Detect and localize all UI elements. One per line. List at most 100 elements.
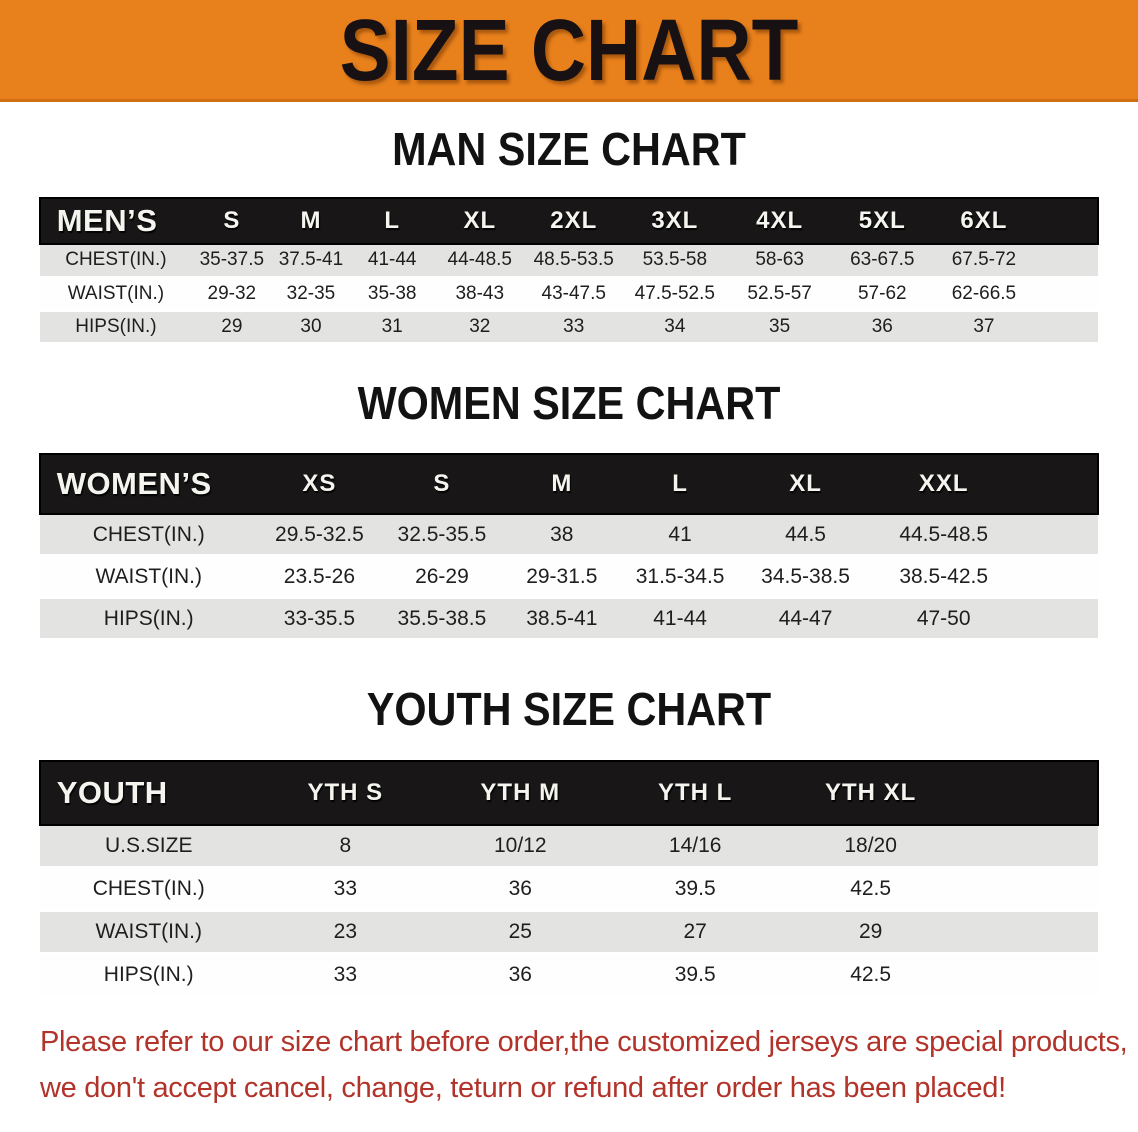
- size-value-cell: 14/16: [668, 833, 722, 857]
- size-value-cell: 36: [871, 315, 893, 337]
- size-value-cell: 35: [769, 315, 791, 337]
- row-filler: [1016, 598, 1099, 640]
- table-row: CHEST(IN.) 33 36 39.5 42.5: [39, 867, 1099, 911]
- table-row: WAIST(IN.) 23.5-26 26-29 29-31.5 31.5-34.5 34…: [39, 555, 1099, 598]
- size-value-cell: 47.5-52.5: [634, 282, 715, 304]
- row-label: CHEST(IN.): [92, 877, 205, 901]
- size-chart-section: WOMEN SIZE CHART WOMEN’S XS S M L XL XXL CHEST…: [0, 345, 1138, 642]
- size-value-cell: 29-32: [207, 282, 257, 304]
- column-header: 5XL: [858, 207, 906, 235]
- page-title: SIZE CHART: [339, 0, 799, 99]
- size-value-cell: 41-44: [653, 606, 707, 630]
- column-header: 4XL: [756, 207, 804, 235]
- column-header: YTH S: [307, 778, 384, 806]
- section-heading-3: YOUTH SIZE CHART: [366, 683, 772, 736]
- size-value-cell: 33: [333, 877, 358, 901]
- row-filler: [1035, 244, 1099, 277]
- size-value-cell: 47-50: [916, 606, 971, 630]
- size-value-cell: 38: [550, 522, 574, 546]
- size-chart-section: MAN SIZE CHART MEN’S S M L XL 2XL 3XL 4XL 5XL 6XL…: [0, 102, 1138, 345]
- size-value-cell: 37.5-41: [278, 249, 344, 271]
- row-label: U.S.SIZE: [104, 833, 193, 857]
- size-value-cell: 10/12: [493, 833, 547, 857]
- size-value-cell: 32: [469, 315, 491, 337]
- size-value-cell: 32-35: [286, 282, 336, 304]
- row-filler: [1035, 277, 1099, 310]
- size-value-cell: 41: [668, 522, 692, 546]
- table-group-label: MEN’S: [56, 203, 158, 239]
- size-value-cell: 23: [333, 920, 358, 944]
- size-value-cell: 29-31.5: [526, 564, 598, 588]
- column-header: YTH M: [480, 778, 561, 806]
- column-header: S: [223, 207, 241, 235]
- size-chart-sections: MAN SIZE CHART MEN’S S M L XL 2XL 3XL 4XL 5XL 6XL…: [0, 102, 1138, 998]
- table-row: WAIST(IN.) 29-32 32-35 35-38 38-43 43-47.5 47.…: [39, 277, 1099, 311]
- table-row: WAIST(IN.) 23 25 27 29: [39, 910, 1099, 954]
- section-heading-1: MAN SIZE CHART: [392, 123, 746, 176]
- size-value-cell: 58-63: [755, 249, 804, 271]
- row-filler: [959, 954, 1099, 997]
- banner: SIZE CHART: [0, 0, 1138, 102]
- table-header-row: YOUTH YTH S YTH M YTH L YTH XL: [39, 760, 1099, 825]
- column-header: XL: [789, 469, 822, 497]
- row-label: HIPS(IN.): [75, 315, 157, 337]
- size-value-cell: 44-47: [778, 606, 833, 630]
- size-value-cell: 57-62: [857, 282, 907, 304]
- row-label: WAIST(IN.): [95, 920, 202, 944]
- column-header: M: [300, 207, 322, 235]
- size-value-cell: 29: [221, 315, 243, 337]
- size-value-cell: 34.5-38.5: [761, 564, 850, 588]
- size-value-cell: 23.5-26: [283, 564, 356, 588]
- size-value-cell: 42.5: [850, 877, 892, 901]
- column-header: 6XL: [960, 207, 1008, 235]
- column-header: XS: [302, 469, 337, 497]
- row-filler: [959, 911, 1099, 954]
- disclaimer: Please refer to our size chart before or…: [40, 1020, 1128, 1112]
- size-value-cell: 18/20: [844, 833, 897, 857]
- row-label: WAIST(IN.): [67, 282, 165, 304]
- size-value-cell: 53.5-58: [642, 249, 708, 271]
- column-header: L: [384, 207, 401, 235]
- table-group-label: YOUTH: [56, 774, 168, 810]
- size-value-cell: 44.5: [785, 522, 826, 546]
- size-value-cell: 62-66.5: [951, 282, 1017, 304]
- row-label: WAIST(IN.): [95, 564, 202, 588]
- size-table: MEN’S S M L XL 2XL 3XL 4XL 5XL 6XL CHEST(IN.) 35-3…: [39, 197, 1100, 345]
- size-value-cell: 33: [563, 315, 585, 337]
- row-filler: [959, 825, 1099, 868]
- row-label: HIPS(IN.): [103, 606, 194, 630]
- row-label: CHEST(IN.): [92, 522, 205, 546]
- column-header: M: [551, 469, 573, 497]
- size-value-cell: 39.5: [674, 963, 716, 987]
- table-row: CHEST(IN.) 35-37.5 37.5-41 41-44 44-48.5 48.5…: [39, 244, 1099, 278]
- table-row: HIPS(IN.) 33 36 39.5 42.5: [39, 953, 1099, 997]
- size-value-cell: 8: [339, 833, 352, 857]
- size-value-cell: 33-35.5: [283, 606, 356, 630]
- section-heading-2: WOMEN SIZE CHART: [357, 377, 781, 430]
- size-value-cell: 29: [858, 920, 883, 944]
- size-value-cell: 27: [683, 920, 707, 944]
- size-value-cell: 25: [508, 920, 532, 944]
- size-value-cell: 63-67.5: [850, 249, 915, 271]
- row-label: CHEST(IN.): [65, 249, 167, 271]
- row-label: HIPS(IN.): [103, 963, 194, 987]
- header-filler: [1035, 198, 1099, 244]
- size-value-cell: 44.5-48.5: [899, 522, 989, 546]
- size-value-cell: 30: [300, 315, 322, 337]
- size-value-cell: 35.5-38.5: [397, 606, 487, 630]
- size-value-cell: 36: [508, 877, 532, 901]
- column-header: 3XL: [651, 207, 699, 235]
- column-header: YTH XL: [824, 778, 917, 806]
- row-filler: [1035, 310, 1099, 343]
- size-value-cell: 34: [664, 315, 686, 337]
- header-filler: [959, 761, 1099, 825]
- size-value-cell: 41-44: [367, 249, 417, 271]
- column-header: YTH L: [658, 778, 733, 806]
- size-chart-section: YOUTH SIZE CHART YOUTH YTH S YTH M YTH L YTH…: [0, 641, 1138, 998]
- table-group-label: WOMEN’S: [56, 465, 212, 501]
- size-value-cell: 26-29: [415, 564, 469, 588]
- size-value-cell: 35-38: [367, 282, 417, 304]
- size-value-cell: 38.5-42.5: [899, 564, 989, 588]
- table-row: HIPS(IN.) 33-35.5 35.5-38.5 38.5-41 41-44 44-…: [39, 597, 1099, 640]
